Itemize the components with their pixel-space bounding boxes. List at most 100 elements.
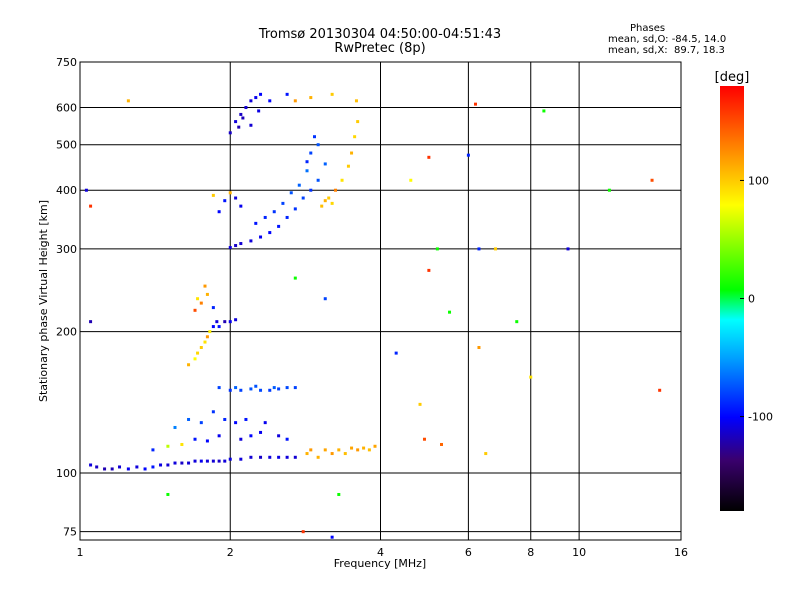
data-point xyxy=(293,99,297,103)
data-point xyxy=(323,297,327,301)
data-point xyxy=(166,463,170,467)
data-point xyxy=(394,351,398,355)
data-point xyxy=(309,448,313,452)
data-point xyxy=(203,284,207,288)
data-point xyxy=(244,106,248,110)
data-point xyxy=(333,188,337,192)
data-point xyxy=(239,112,243,116)
y-tick-label: 600 xyxy=(56,102,77,115)
data-point xyxy=(259,455,263,459)
data-point xyxy=(187,461,191,465)
data-point xyxy=(422,437,426,441)
data-point xyxy=(356,448,360,452)
colorbar-label: [deg] xyxy=(715,70,750,85)
data-point xyxy=(473,102,477,106)
data-point xyxy=(285,215,289,219)
phase-stats-heading: Phases xyxy=(630,23,666,34)
data-point xyxy=(350,151,354,155)
data-point xyxy=(205,459,209,463)
data-point xyxy=(196,351,200,355)
phase-stats-x-mode: mean, sd,X: 89.7, 18.3 xyxy=(608,45,725,56)
data-point xyxy=(228,131,232,135)
data-point xyxy=(84,188,88,192)
data-point xyxy=(211,459,215,463)
data-point xyxy=(143,467,147,471)
colorbar-tick-label: 100 xyxy=(748,174,769,187)
data-point xyxy=(205,292,209,296)
data-point xyxy=(435,247,439,251)
plot-frame xyxy=(79,61,682,541)
data-point xyxy=(239,437,243,441)
data-point xyxy=(367,448,371,452)
data-point xyxy=(249,387,253,391)
data-point xyxy=(249,239,253,243)
data-point xyxy=(309,96,313,100)
data-point xyxy=(323,448,327,452)
data-point xyxy=(650,178,654,182)
data-point xyxy=(346,164,350,168)
x-tick-label: 1 xyxy=(77,546,84,559)
data-point xyxy=(223,417,227,421)
data-point xyxy=(196,297,200,301)
data-point xyxy=(373,444,377,448)
data-point xyxy=(215,320,219,324)
data-point xyxy=(337,448,341,452)
data-point xyxy=(239,388,243,392)
data-point xyxy=(293,207,297,211)
data-point xyxy=(211,410,215,414)
data-point xyxy=(440,442,444,446)
colorbar-tick-label: 0 xyxy=(748,293,755,306)
data-point xyxy=(249,99,253,103)
data-point xyxy=(249,455,253,459)
data-point xyxy=(234,244,238,248)
data-point xyxy=(316,178,320,182)
data-point xyxy=(607,188,611,192)
data-point xyxy=(297,183,301,187)
data-point xyxy=(180,461,184,465)
data-point xyxy=(259,235,263,239)
data-point xyxy=(448,310,452,314)
data-point xyxy=(268,99,272,103)
colorbar-tick-label: -100 xyxy=(748,411,773,424)
data-point xyxy=(301,196,305,200)
data-point xyxy=(277,455,281,459)
data-point xyxy=(277,224,281,228)
data-point xyxy=(281,201,285,205)
data-point xyxy=(316,455,320,459)
y-tick-label: 200 xyxy=(56,326,77,339)
x-tick-label: 8 xyxy=(527,546,534,559)
data-point xyxy=(259,92,263,96)
x-tick-labels: 1 2 4 6 8 10 16 xyxy=(77,546,689,559)
x-tick-label: 6 xyxy=(465,546,472,559)
data-point xyxy=(199,459,203,463)
data-point xyxy=(409,178,413,182)
data-point xyxy=(289,191,293,195)
data-point xyxy=(268,455,272,459)
data-point xyxy=(320,204,324,208)
data-points xyxy=(84,92,662,539)
data-point xyxy=(356,120,360,124)
y-tick-label: 75 xyxy=(63,526,77,539)
x-tick-label: 16 xyxy=(674,546,688,559)
data-point xyxy=(103,467,107,471)
data-point xyxy=(293,455,297,459)
data-point xyxy=(309,151,313,155)
phase-stats-o-mode: mean, sd,O: -84.5, 14.0 xyxy=(608,34,727,45)
data-point xyxy=(249,434,253,438)
data-point xyxy=(228,246,232,250)
data-point xyxy=(234,196,238,200)
x-axis-label: Frequency [MHz] xyxy=(334,557,426,570)
data-point xyxy=(228,457,232,461)
data-point xyxy=(237,125,241,129)
data-point xyxy=(658,388,662,392)
data-point xyxy=(427,155,431,159)
data-point xyxy=(166,444,170,448)
data-point xyxy=(173,425,177,429)
data-point xyxy=(110,467,114,471)
data-point xyxy=(249,123,253,127)
chart-subtitle: RwPretec (8p) xyxy=(334,41,426,56)
data-point xyxy=(126,99,130,103)
data-point xyxy=(126,467,130,471)
data-point xyxy=(259,388,263,392)
data-point xyxy=(263,215,267,219)
